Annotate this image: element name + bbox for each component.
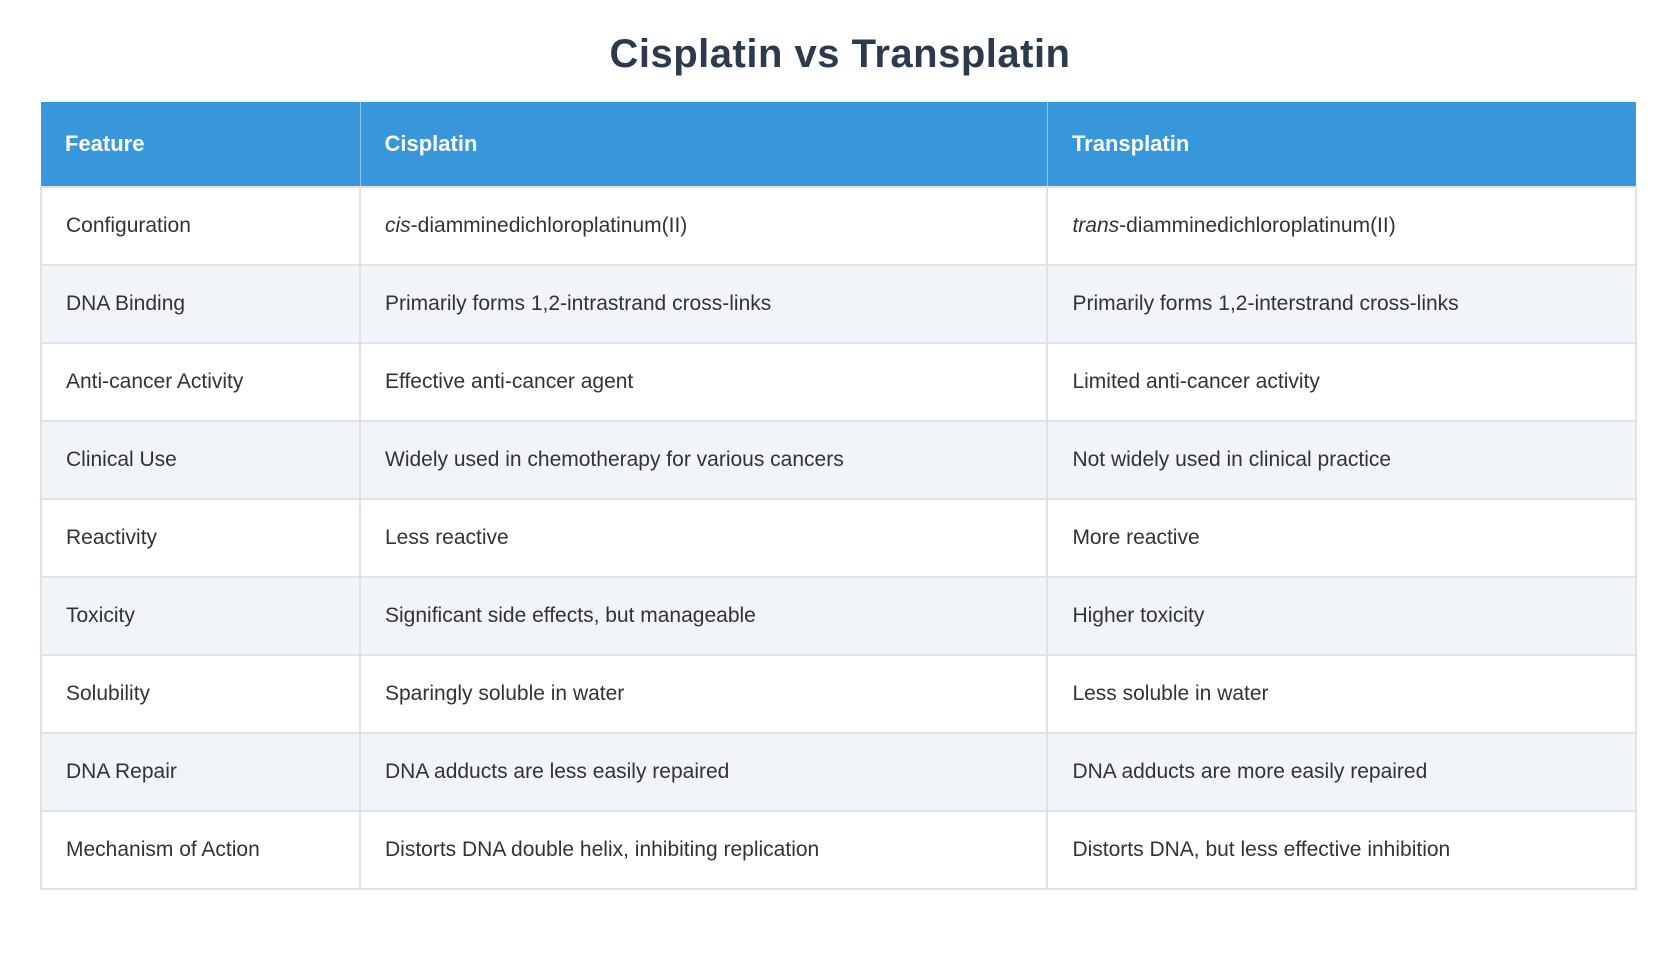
table-row: Clinical Use Widely used in chemotherapy …: [40, 420, 1637, 500]
table-row: Solubility Sparingly soluble in water Less…: [40, 654, 1637, 734]
table-body: Configuration cis-diamminedichloroplatinu…: [40, 186, 1637, 890]
table-row: Configuration cis-diamminedichloroplatinu…: [40, 186, 1637, 266]
table-header: Feature Cisplatin Transplatin: [41, 102, 1636, 187]
feature-cell: Toxicity: [40, 576, 361, 656]
transplatin-cell: Distorts DNA, but less effective inhibit…: [1046, 810, 1637, 890]
table-row: Mechanism of Action Distorts DNA double h…: [40, 810, 1637, 890]
feature-cell: Mechanism of Action: [40, 810, 361, 890]
table-row: Toxicity Significant side effects, but ma…: [40, 576, 1637, 656]
cisplatin-cell: cis-diamminedichloroplatinum(II): [358, 186, 1049, 266]
transplatin-cell: Primarily forms 1,2-interstrand cross-li…: [1046, 264, 1637, 344]
transplatin-cell: Less soluble in water: [1046, 654, 1637, 734]
cisplatin-cell: DNA adducts are less easily repaired: [358, 732, 1049, 812]
italic-text-segment: trans: [1072, 214, 1120, 237]
feature-cell: Clinical Use: [40, 420, 361, 500]
feature-cell: DNA Repair: [40, 732, 361, 812]
italic-text-segment: cis: [385, 214, 411, 237]
cisplatin-cell: Significant side effects, but manageable: [358, 576, 1049, 656]
transplatin-cell: DNA adducts are more easily repaired: [1046, 732, 1637, 812]
text-segment: -diamminedichloroplatinum(II): [1119, 214, 1396, 237]
table-row: DNA Binding Primarily forms 1,2-intrastra…: [40, 264, 1637, 344]
transplatin-cell: More reactive: [1046, 498, 1637, 578]
page-title: Cisplatin vs Transplatin: [609, 32, 1071, 76]
cisplatin-cell: Widely used in chemotherapy for various …: [358, 420, 1049, 500]
cisplatin-cell: Less reactive: [358, 498, 1049, 578]
transplatin-cell: Limited anti-cancer activity: [1046, 342, 1637, 422]
cisplatin-cell: Primarily forms 1,2-intrastrand cross-li…: [358, 264, 1049, 344]
feature-cell: DNA Binding: [40, 264, 361, 344]
cisplatin-cell: Distorts DNA double helix, inhibiting re…: [358, 810, 1049, 890]
column-header-feature: Feature: [41, 102, 360, 187]
feature-cell: Configuration: [40, 186, 361, 266]
header-row: Feature Cisplatin Transplatin: [41, 102, 1636, 187]
table-row: DNA Repair DNA adducts are less easily re…: [40, 732, 1637, 812]
table-row: Reactivity Less reactive More reactive: [40, 498, 1637, 578]
table-row: Anti-cancer Activity Effective anti-cance…: [40, 342, 1637, 422]
cisplatin-cell: Sparingly soluble in water: [358, 654, 1049, 734]
transplatin-cell: trans-diamminedichloroplatinum(II): [1046, 186, 1637, 266]
feature-cell: Solubility: [40, 654, 361, 734]
column-header-transplatin: Transplatin: [1046, 102, 1636, 187]
column-header-cisplatin: Cisplatin: [359, 102, 1048, 187]
transplatin-cell: Not widely used in clinical practice: [1046, 420, 1637, 500]
cisplatin-cell: Effective anti-cancer agent: [358, 342, 1049, 422]
text-segment: -diamminedichloroplatinum(II): [410, 214, 688, 237]
feature-cell: Reactivity: [40, 498, 361, 578]
comparison-table: Feature Cisplatin Transplatin Configurat…: [40, 102, 1637, 890]
transplatin-cell: Higher toxicity: [1046, 576, 1637, 656]
feature-cell: Anti-cancer Activity: [40, 342, 361, 422]
